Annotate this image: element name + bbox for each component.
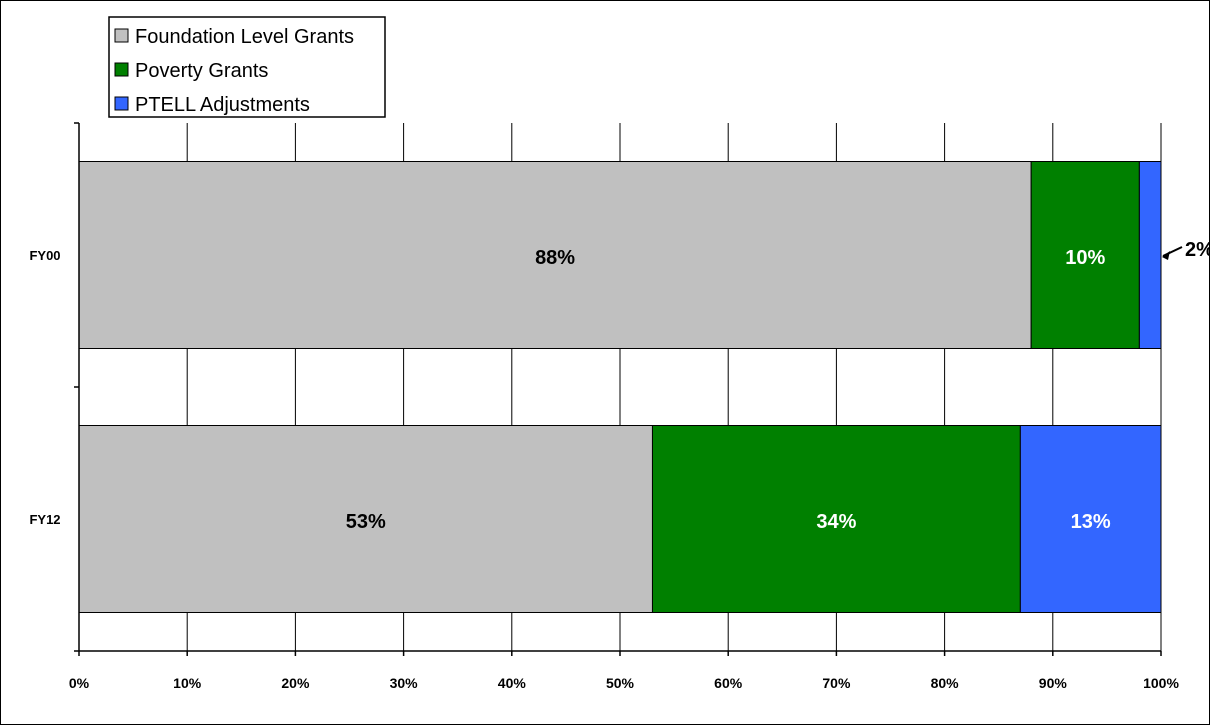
axes: FY00 FY12 0% 10% 20% 30% 40% 50% 60% 70% 80% 90% 100…	[29, 122, 1179, 691]
legend: Foundation Level Grants Poverty Grants PTE…	[108, 16, 386, 118]
legend-label: PTELL Adjustments	[135, 94, 310, 116]
bar-segment	[1138, 161, 1162, 349]
legend-swatch	[114, 28, 129, 43]
x-tick-label: 20%	[281, 675, 310, 691]
bar-segment	[78, 161, 1032, 349]
x-tick-label: 60%	[714, 675, 743, 691]
x-tick-label: 10%	[173, 675, 202, 691]
legend-label: Foundation Level Grants	[135, 26, 354, 48]
legend-label: Poverty Grants	[135, 60, 268, 82]
category-label: FY00	[29, 248, 60, 263]
data-labels: 88% 10% 2% 53% 34% 13%	[346, 239, 1210, 533]
data-label: 10%	[1065, 247, 1105, 269]
x-tick-label: 80%	[931, 675, 960, 691]
legend-swatch	[114, 96, 129, 111]
x-tick-label: 0%	[69, 675, 90, 691]
data-label: 34%	[816, 511, 856, 533]
data-label: 88%	[535, 247, 575, 269]
x-tick-label: 50%	[606, 675, 635, 691]
bars	[78, 161, 1162, 613]
x-tick-label: 30%	[390, 675, 419, 691]
label-arrowhead	[1162, 251, 1170, 260]
x-tick-label: 90%	[1039, 675, 1068, 691]
category-label: FY12	[29, 512, 60, 527]
data-label: 13%	[1071, 511, 1111, 533]
x-tick-label: 40%	[498, 675, 527, 691]
legend-swatch	[114, 62, 129, 77]
legend-box	[108, 16, 386, 118]
x-tick-label: 70%	[822, 675, 851, 691]
data-label: 53%	[346, 511, 386, 533]
bar-segment	[1030, 161, 1140, 349]
bar-segment	[78, 425, 653, 613]
data-label: 2%	[1185, 239, 1210, 261]
bar-segment	[1019, 425, 1162, 613]
bar-segment	[651, 425, 1021, 613]
x-tick-label: 100%	[1143, 675, 1179, 691]
